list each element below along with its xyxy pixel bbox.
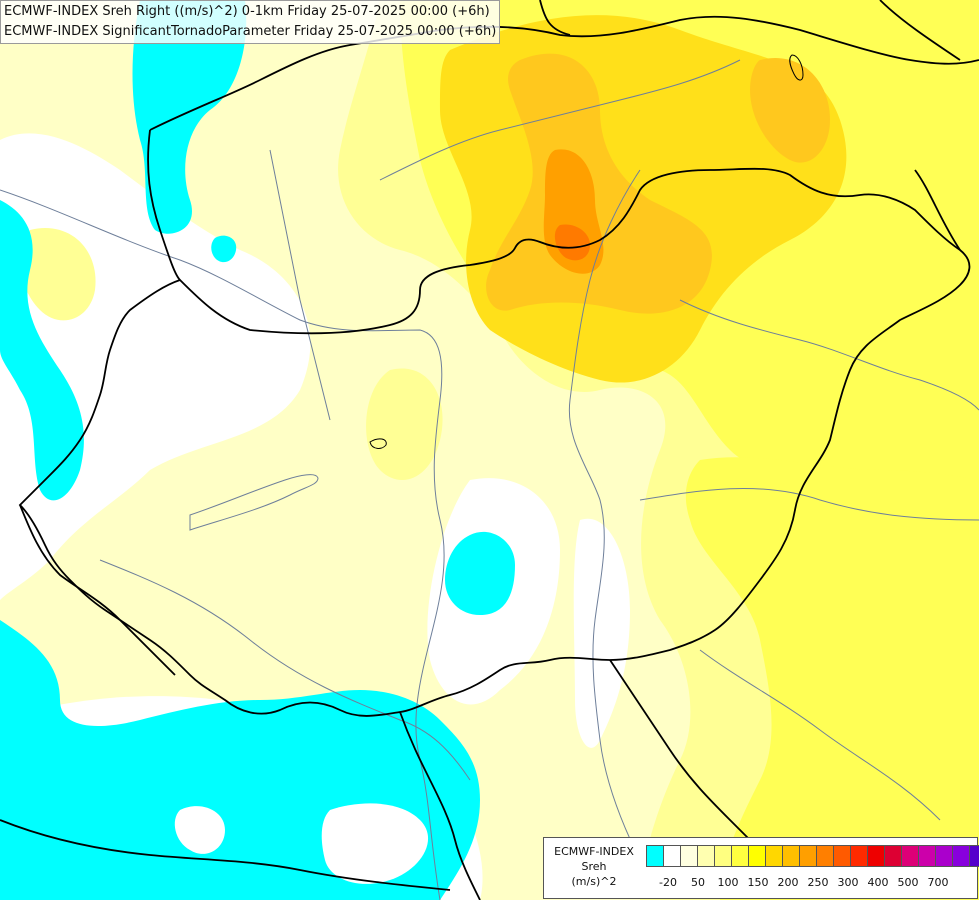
border-croatia-bosnia <box>0 819 451 891</box>
white-area-southwest-inner <box>174 806 225 854</box>
river-east-2 <box>639 487 979 521</box>
river-lake-balaton <box>189 474 319 531</box>
map-title-line-2: ECMWF-INDEX SignificantTornadoParameter … <box>4 24 497 39</box>
lake-small-east <box>789 54 804 81</box>
legend-tick-label: 150 <box>747 876 769 889</box>
legend-swatches <box>646 845 979 867</box>
cyan-area-south-center <box>445 531 515 615</box>
border-hungary <box>18 167 971 717</box>
map-title-box: ECMWF-INDEX Sreh Right ((m/s)^2) 0-1km F… <box>0 0 501 44</box>
river-drava <box>99 559 471 781</box>
legend-swatch <box>969 845 979 867</box>
cyan-area-west-center <box>211 235 237 263</box>
legend-swatch <box>646 845 664 867</box>
rivers <box>0 59 979 900</box>
legend-swatch <box>663 845 681 867</box>
legend-swatch <box>680 845 698 867</box>
dark-orange-field <box>554 224 590 261</box>
river-west <box>269 149 331 421</box>
border-slovenia-croatia <box>19 504 176 676</box>
legend-swatch <box>850 845 868 867</box>
river-east <box>679 299 979 411</box>
cyan-area-northwest <box>132 0 247 234</box>
border-austria-slovakia <box>147 129 181 281</box>
legend-swatch <box>952 845 970 867</box>
river-north <box>379 59 741 181</box>
cyan-area-west <box>0 200 84 501</box>
legend-tick-label: 100 <box>717 876 739 889</box>
border-croatia-serbia <box>399 711 481 900</box>
legend-header: ECMWF-INDEX Sreh (m/s)^2 <box>546 844 642 889</box>
legend-variable: Sreh <box>581 860 607 873</box>
legend-swatch <box>833 845 851 867</box>
legend-swatch <box>816 845 834 867</box>
border-ukraine-romania <box>914 169 961 251</box>
legend-tick-label: 250 <box>807 876 829 889</box>
legend-tick-label: 700 <box>927 876 949 889</box>
legend-tick-label: 50 <box>691 876 705 889</box>
legend-tick-label: 500 <box>897 876 919 889</box>
border-slovakia-north <box>149 15 979 131</box>
river-southeast <box>699 649 941 821</box>
legend-swatch <box>799 845 817 867</box>
river-danube <box>0 189 445 900</box>
orange-yellow-field <box>486 53 712 314</box>
legend-tick-label: 400 <box>867 876 889 889</box>
legend-title: ECMWF-INDEX <box>554 845 634 858</box>
legend-swatch <box>731 845 749 867</box>
legend-tick-label: 300 <box>837 876 859 889</box>
light-yellow-center <box>366 368 443 480</box>
legend-tick-label: 200 <box>777 876 799 889</box>
border-north-small <box>539 0 571 36</box>
yellow-field-west-patch <box>19 228 96 321</box>
orange-yellow-field-ne <box>750 58 830 163</box>
legend-swatch <box>765 845 783 867</box>
legend-swatch <box>782 845 800 867</box>
legend-swatch <box>697 845 715 867</box>
legend-swatch <box>714 845 732 867</box>
border-ne <box>879 0 961 61</box>
map-title-line-1: ECMWF-INDEX Sreh Right ((m/s)^2) 0-1km F… <box>4 4 490 19</box>
legend-swatch <box>935 845 953 867</box>
color-legend: ECMWF-INDEX Sreh (m/s)^2 -20 50 100 150 200 2… <box>543 837 979 899</box>
legend-swatch <box>901 845 919 867</box>
legend-swatch <box>918 845 936 867</box>
legend-tick-label: -20 <box>659 876 677 889</box>
legend-unit: (m/s)^2 <box>571 875 617 888</box>
white-area-south-strip <box>573 518 630 748</box>
white-area-southwest-lower <box>321 803 429 884</box>
lake-small-center <box>369 438 387 449</box>
river-tisza <box>568 169 641 861</box>
legend-swatch <box>867 845 885 867</box>
legend-swatch <box>748 845 766 867</box>
legend-swatch <box>884 845 902 867</box>
